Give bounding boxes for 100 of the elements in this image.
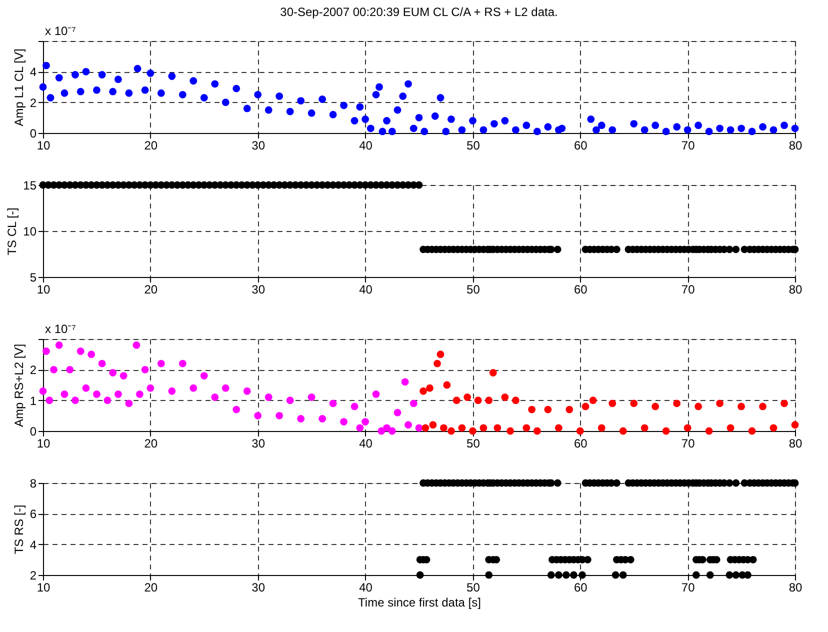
- x-tick-label: 70: [681, 436, 696, 450]
- point: [72, 396, 79, 404]
- y-tick-label: 6: [30, 507, 37, 522]
- point: [356, 424, 364, 432]
- point: [394, 408, 402, 416]
- point: [415, 424, 423, 432]
- point: [383, 424, 390, 432]
- y-axis-title: Amp L1 CL [V]: [12, 48, 26, 126]
- point: [554, 424, 562, 432]
- x-tick-label: 30: [252, 436, 266, 450]
- point: [443, 381, 451, 389]
- y-axis-title: TS RS [-]: [12, 504, 26, 554]
- x-tick-label: 50: [466, 436, 480, 450]
- point: [440, 424, 448, 432]
- x-tick-label: 20: [144, 436, 158, 450]
- point: [489, 369, 497, 376]
- point: [276, 412, 284, 420]
- point: [46, 396, 54, 404]
- point: [759, 402, 766, 410]
- point: [640, 424, 648, 432]
- point: [544, 406, 552, 414]
- point: [120, 372, 128, 380]
- x-tick-label: 60: [574, 436, 588, 450]
- point: [308, 394, 316, 401]
- point: [264, 394, 272, 401]
- point: [582, 402, 590, 410]
- point: [178, 360, 186, 368]
- point: [429, 421, 437, 429]
- point: [286, 396, 294, 404]
- point: [39, 387, 47, 395]
- point: [157, 360, 165, 368]
- point: [448, 427, 455, 435]
- point: [566, 406, 574, 414]
- y-tick-label: 10: [23, 224, 37, 238]
- point: [589, 396, 597, 404]
- x-tick-label: 30: [252, 580, 266, 594]
- point: [608, 400, 616, 408]
- point: [522, 424, 530, 432]
- point: [211, 394, 219, 401]
- point: [318, 415, 326, 422]
- point: [480, 424, 488, 432]
- point: [452, 396, 460, 404]
- x-tick-label: 20: [144, 580, 158, 594]
- x-tick-label: 60: [574, 282, 588, 296]
- point: [673, 400, 681, 408]
- point: [42, 348, 50, 355]
- point: [232, 406, 240, 414]
- point: [114, 390, 122, 398]
- point: [420, 387, 428, 395]
- point: [93, 390, 100, 398]
- x-tick-label: 20: [144, 138, 158, 152]
- x-tick-label: 60: [574, 580, 588, 594]
- point: [125, 400, 133, 408]
- point: [200, 372, 208, 380]
- x-tick-label: 20: [144, 282, 158, 296]
- point: [329, 400, 337, 408]
- point: [98, 360, 106, 368]
- point: [362, 418, 369, 426]
- point: [82, 384, 90, 392]
- x-tick-label: 40: [359, 138, 373, 152]
- y-tick-label: 2: [30, 363, 37, 378]
- y-tick-label: 8: [30, 476, 37, 490]
- point: [388, 427, 396, 435]
- point: [60, 390, 68, 398]
- y-tick-label: 1: [30, 394, 37, 408]
- x-tick-label: 60: [574, 138, 588, 152]
- x-tick-label: 80: [788, 436, 802, 450]
- point: [770, 424, 778, 432]
- point: [716, 400, 724, 408]
- point: [50, 366, 58, 374]
- point: [410, 400, 418, 408]
- point: [748, 427, 756, 435]
- point: [436, 350, 444, 358]
- point: [401, 378, 409, 386]
- y-tick-label: 2: [30, 96, 37, 110]
- point: [168, 387, 176, 395]
- point: [598, 424, 606, 432]
- y-tick-label: 4: [30, 65, 37, 80]
- point: [684, 424, 692, 432]
- x-tick-label: 80: [788, 282, 802, 296]
- point: [494, 424, 502, 432]
- text: x 10⁻⁷: [45, 322, 76, 336]
- x-tick-label: 40: [359, 436, 373, 450]
- y-tick-label: 0: [30, 424, 37, 438]
- point: [791, 421, 799, 429]
- point: [533, 427, 541, 435]
- point: [372, 390, 380, 398]
- point: [243, 387, 251, 395]
- point: [132, 341, 140, 349]
- point: [141, 366, 149, 374]
- x-tick-label: 30: [252, 138, 266, 152]
- point: [254, 412, 262, 420]
- point: [88, 350, 96, 358]
- point: [76, 348, 84, 355]
- text: x 10⁻⁷: [45, 24, 76, 38]
- x-tick-label: 40: [359, 580, 373, 594]
- point: [434, 360, 441, 368]
- point: [506, 427, 514, 435]
- point: [469, 427, 476, 435]
- point: [662, 427, 670, 435]
